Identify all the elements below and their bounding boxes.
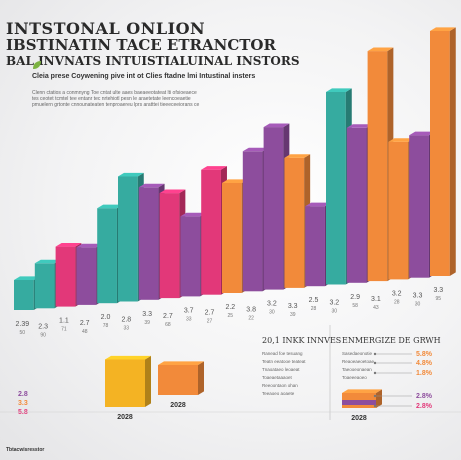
right-panel-item: Toaeeeaoeo bbox=[342, 375, 367, 380]
bar-sub-label: 30 bbox=[415, 302, 421, 308]
right-marker-label: 2.8% bbox=[416, 403, 433, 410]
bar-sub-label: 58 bbox=[352, 303, 358, 309]
body-line: pmuelern grtonte cnnounateaten tenproaer… bbox=[32, 102, 200, 108]
bar-value-label: 3.1 bbox=[371, 296, 381, 303]
left-marker-label: 3.3 bbox=[18, 400, 28, 407]
small-bar bbox=[342, 389, 382, 408]
body-text: Clenn ctatios a conmnyng Toe cntat ulte … bbox=[32, 90, 292, 108]
left-panel-item: Ranead foe tesuang bbox=[262, 351, 303, 356]
bar-value-label: 2.39 bbox=[16, 321, 30, 328]
small-bar-label: 2028 bbox=[170, 402, 186, 409]
subtitle: Cleia prese Coywening pive int ot Clies … bbox=[32, 73, 256, 80]
right-marker-label: 5.8% bbox=[416, 351, 433, 358]
left-panel-item: Toaeaetaaaoet bbox=[262, 375, 292, 380]
header: INTSTONAL ONLION IBSTINATIN TACE ETRANCT… bbox=[6, 20, 306, 68]
bar-sub-label: 48 bbox=[82, 329, 88, 335]
bar-value-label: 2.7 bbox=[163, 313, 173, 320]
left-panel-list: Ranead foe tesuang Teatn eeatooe teateat… bbox=[262, 350, 306, 398]
right-panel-item: Taeooeonaean bbox=[342, 367, 372, 372]
bar-sub-label: 68 bbox=[165, 322, 171, 328]
right-panel-item: Sasedaeonotie bbox=[342, 351, 373, 356]
bar-value-label: 2.5 bbox=[309, 297, 319, 304]
bar-value-label: 3.3 bbox=[288, 303, 298, 310]
bar-value-label: 2.7 bbox=[80, 320, 90, 327]
bar-sub-label: 95 bbox=[436, 296, 442, 302]
right-marker-label: 4.8% bbox=[416, 360, 433, 367]
left-marker-label: 5.8 bbox=[18, 409, 28, 416]
bar-sub-label: 22 bbox=[248, 315, 254, 321]
bar-value-label: 3.8 bbox=[246, 306, 256, 313]
bar-sub-label: 50 bbox=[20, 330, 26, 336]
bar-value-label: 1.1 bbox=[59, 318, 69, 325]
marker-dot bbox=[373, 361, 377, 365]
title-line-1: INTSTONAL ONLION bbox=[6, 19, 206, 38]
credit-text: Tbtacwisresstor bbox=[6, 447, 45, 453]
bar-value-label: 2.8 bbox=[121, 317, 131, 324]
bar-sub-label: 39 bbox=[290, 312, 296, 318]
bar-sub-label: 28 bbox=[394, 299, 400, 305]
small-bar bbox=[105, 355, 151, 407]
bar-sub-label: 43 bbox=[373, 305, 379, 311]
left-panel-item: Teatn eeatooe teateat bbox=[262, 359, 306, 364]
marker-dot bbox=[373, 371, 377, 375]
leaf-icon bbox=[33, 61, 41, 69]
left-marker-label: 2.8 bbox=[18, 391, 28, 398]
bar-value-label: 2.3 bbox=[38, 323, 48, 330]
small-bar-label: 2028 bbox=[117, 414, 133, 421]
bar-sub-label: 90 bbox=[40, 332, 46, 338]
left-panel-title: 20,1 INKK INNVES bbox=[262, 336, 342, 345]
bar-sub-label: 33 bbox=[124, 326, 130, 332]
body-line: Clenn ctatios a conmnyng Toe cntat ulte … bbox=[32, 90, 197, 96]
right-marker-label: 2.8% bbox=[416, 393, 433, 400]
title-line-3: BAL INVNATS INTUISTIALUINAL INSTORS bbox=[6, 54, 300, 68]
marker-dot bbox=[373, 404, 377, 408]
bar-value-label: 3.2 bbox=[392, 290, 402, 297]
right-panel-item: Reaoeaeoetoae bbox=[342, 359, 375, 364]
bar-value-label: 2.9 bbox=[350, 294, 360, 301]
marker-dot bbox=[373, 352, 377, 356]
small-bar bbox=[158, 361, 204, 395]
bar-value-label: 3.3 bbox=[433, 287, 443, 294]
bar-sub-label: 71 bbox=[61, 327, 67, 333]
bar-value-label: 2.2 bbox=[225, 304, 235, 311]
bar-value-label: 3.3 bbox=[413, 293, 423, 300]
title-line-2: IBSTINATIN TACE ETRANCTOR bbox=[6, 36, 276, 54]
left-panel-item: Teeaoeo aoaete bbox=[262, 391, 295, 396]
left-panel-item: Tnaoataeo leoaeat bbox=[262, 367, 300, 372]
bar bbox=[430, 27, 456, 277]
bar-value-label: 3.7 bbox=[184, 307, 194, 314]
small-bar-stripe bbox=[342, 400, 376, 405]
bar-sub-label: 25 bbox=[228, 313, 234, 319]
bar-sub-label: 28 bbox=[311, 306, 317, 312]
right-panel-list: Sasedaeonotie Reaoeaeoetoae Taeooeonaean… bbox=[342, 350, 374, 382]
bar-sub-label: 30 bbox=[332, 309, 338, 315]
bar-sub-label: 78 bbox=[103, 323, 109, 329]
bar-value-label: 3.3 bbox=[142, 311, 152, 318]
bar-sub-label: 33 bbox=[186, 316, 192, 322]
body-line: tes ceotet tcmtel tee entanr tec nrtehio… bbox=[32, 96, 191, 102]
small-bar-label: 2028 bbox=[351, 415, 367, 422]
right-panel-title: ENMERGIZE DE GRWH bbox=[342, 336, 441, 345]
bar-sub-label: 39 bbox=[144, 320, 150, 326]
bar-sub-label: 30 bbox=[269, 310, 275, 316]
bar-value-label: 2.0 bbox=[101, 314, 111, 321]
bar-value-label: 2.7 bbox=[205, 310, 215, 317]
bar-value-label: 3.2 bbox=[329, 300, 339, 307]
bar-value-label: 3.2 bbox=[267, 301, 277, 308]
marker-dot bbox=[373, 394, 377, 398]
right-marker-label: 1.8% bbox=[416, 370, 433, 377]
bar-sub-label: 27 bbox=[207, 319, 213, 325]
left-panel-item: Reeoontaon ohan bbox=[262, 383, 298, 388]
